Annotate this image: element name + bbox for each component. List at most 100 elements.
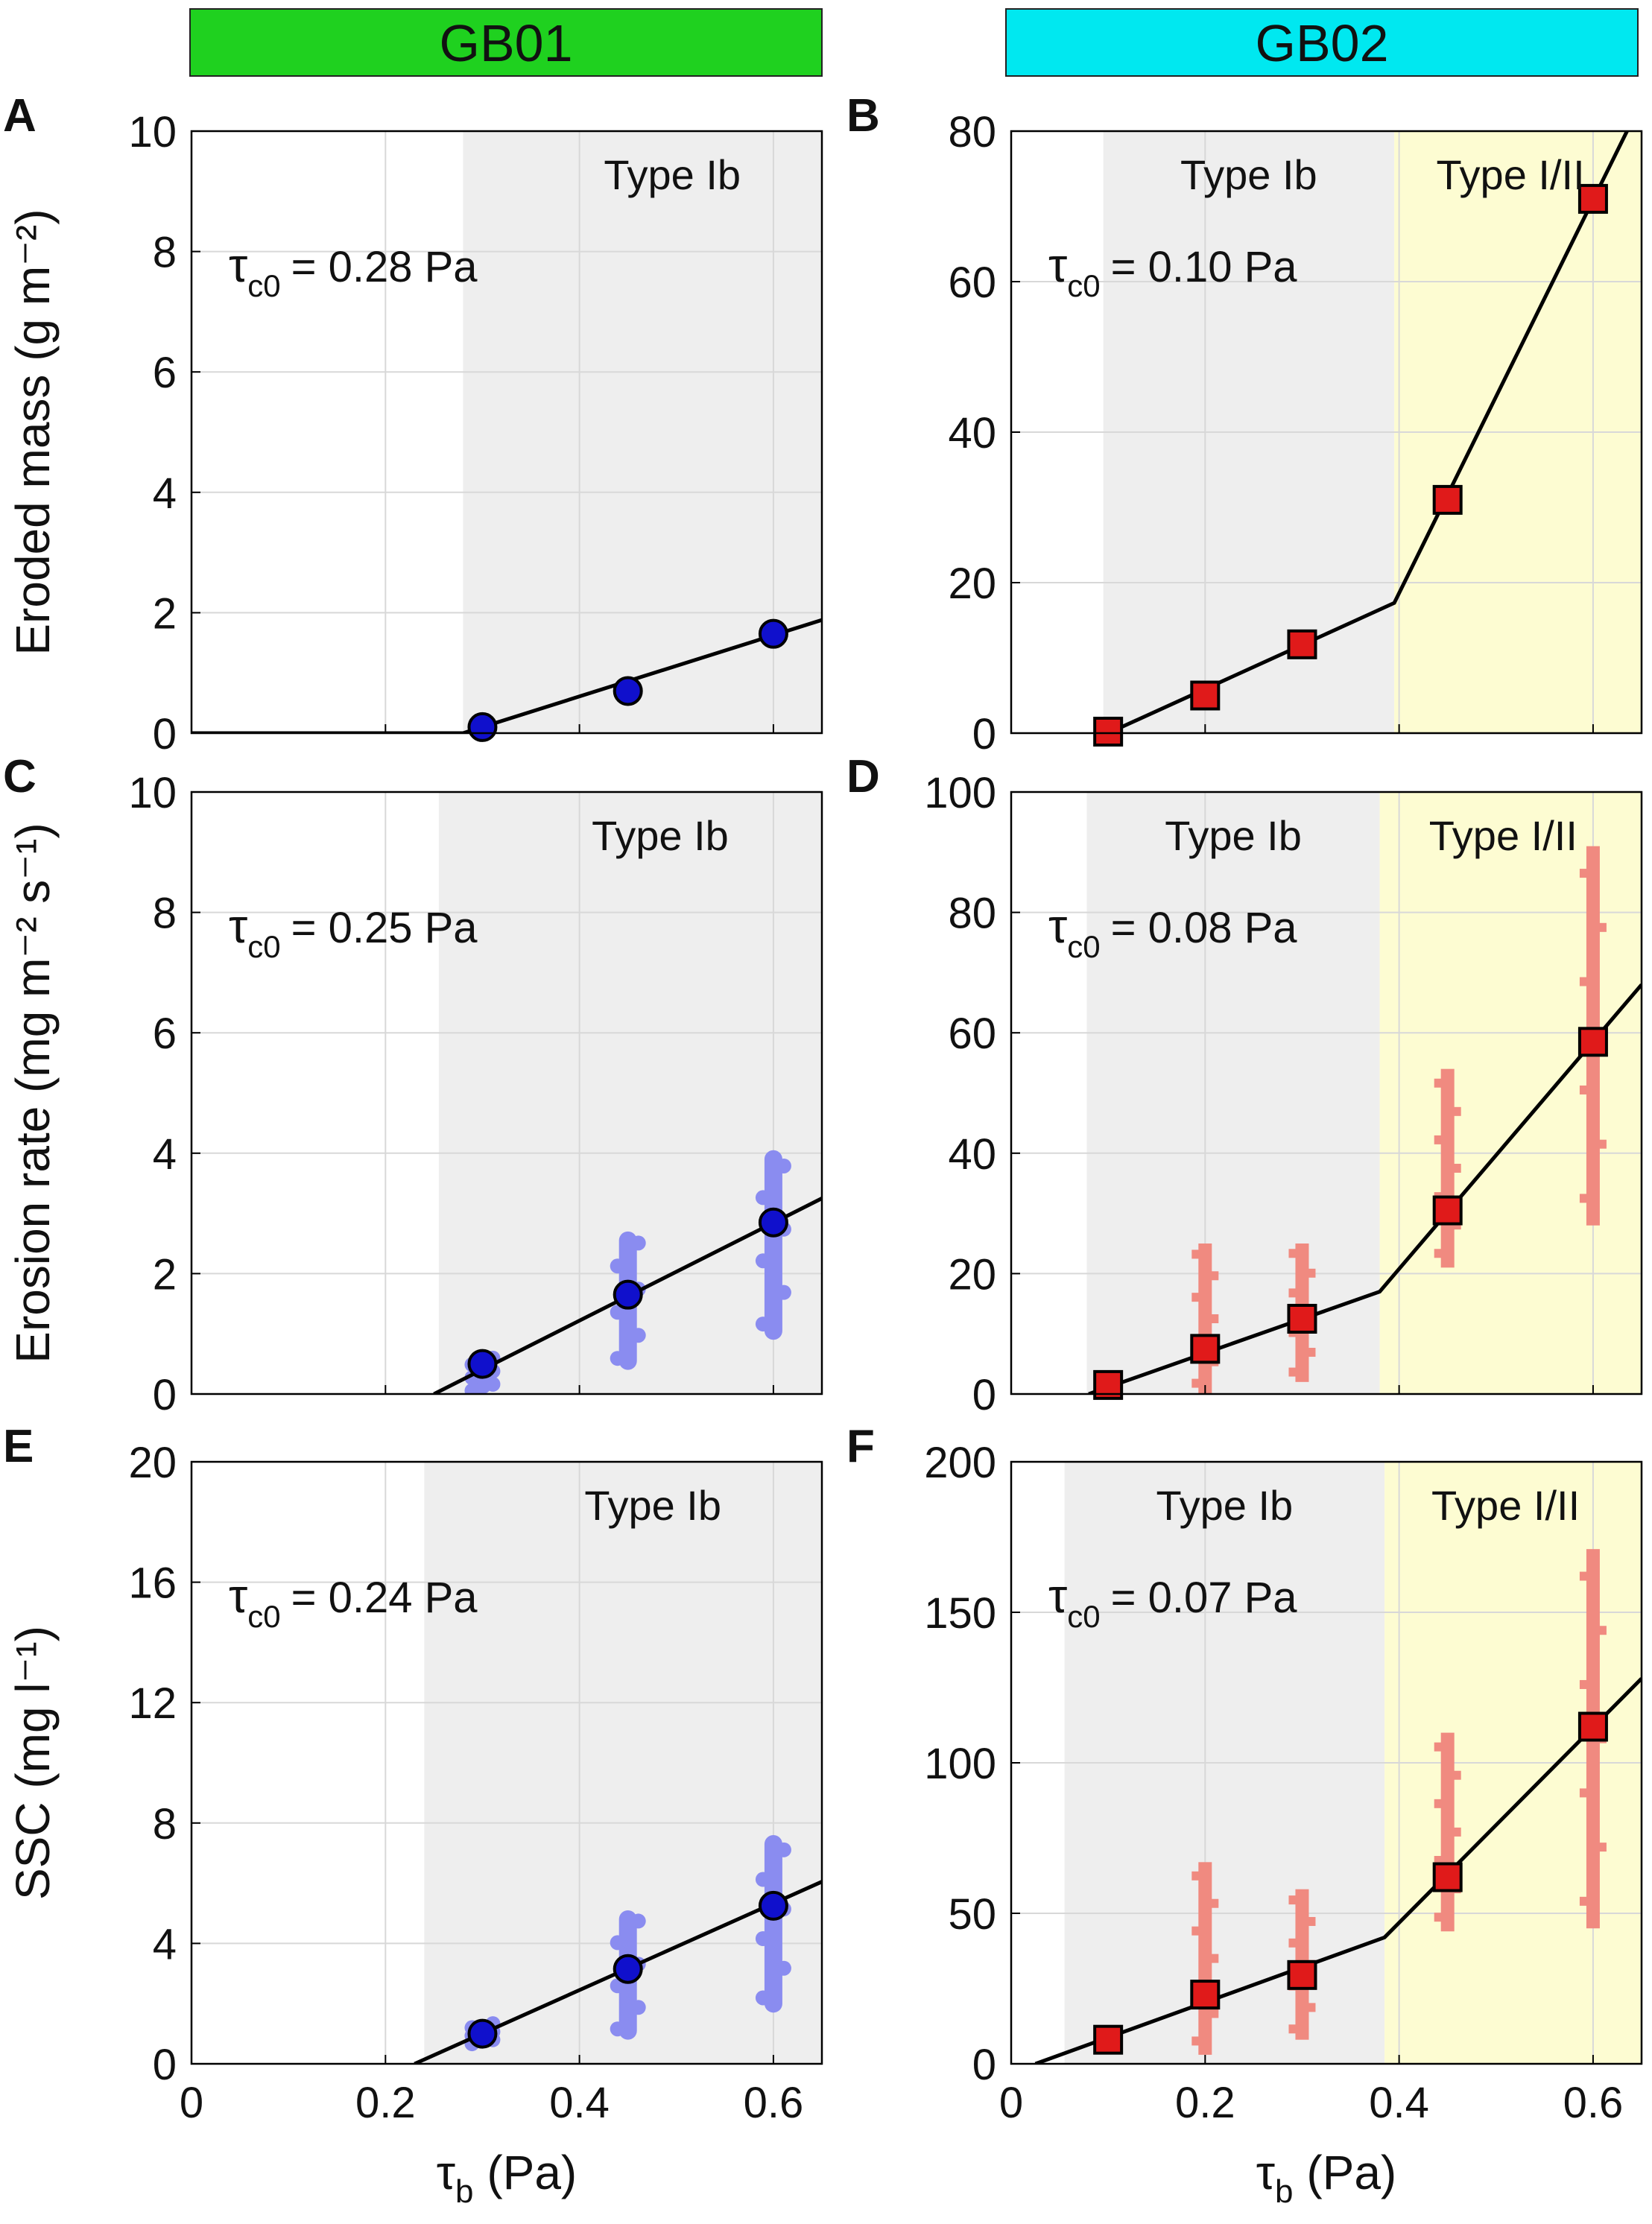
y-axis-label: Erosion rate (mg m⁻² s⁻¹) (6, 823, 60, 1363)
y-tick-label: 10 (128, 769, 177, 817)
y-tick-label: 20 (948, 560, 996, 608)
x-axis-label: τb (Pa) (437, 2146, 577, 2210)
data-cloud-point (1579, 1194, 1589, 1203)
tau-value: = 0.25 Pa (291, 904, 478, 952)
data-cloud-point (1579, 869, 1589, 878)
plot-frame (190, 1460, 823, 2065)
data-cloud-point (1597, 1843, 1607, 1852)
y-tick-label: 0 (153, 2041, 177, 2089)
y-tick-label: 4 (153, 1130, 177, 1179)
data-cloud-point (610, 1351, 625, 1366)
data-cloud-point (464, 1383, 480, 1394)
x-tick-label: 0.4 (1369, 2079, 1429, 2127)
header-gb02-label: GB02 (1256, 14, 1389, 72)
data-cloud-point (1434, 1135, 1443, 1144)
y-tick-label: 8 (153, 890, 177, 938)
panel-c: 0 2 4 6 8 10 Erosion rate (mg m⁻² s⁻¹) C Type Ib… (3, 751, 823, 1419)
data-point (1093, 716, 1124, 747)
panel-b: 0 20 40 60 80 B Type Ib Type I/II τc0 = 0.10 Pa (846, 90, 1643, 758)
data-point (758, 1207, 788, 1238)
data-cloud-point (1579, 1085, 1589, 1094)
y-tick-label: 60 (948, 1010, 996, 1058)
tau-subscript: c0 (247, 1599, 280, 1634)
region-label: Type I/II (1436, 151, 1584, 198)
plot-frame (190, 791, 823, 1395)
y-tick-label: 6 (153, 1010, 177, 1058)
data-cloud-point (1452, 1164, 1461, 1173)
x-axis-label-symbol: τ (1256, 2146, 1275, 2199)
data-point (1287, 1960, 1317, 1990)
region-label: Type Ib (1165, 812, 1302, 859)
data-cloud-point (1434, 1742, 1443, 1752)
panel-d: 0 20 40 60 80 100 D Type Ib Type I/II τc0 = 0.08 P… (846, 751, 1643, 1419)
y-axis-label: Eroded mass (g m⁻²) (6, 209, 60, 655)
x-tick-label: 0 (999, 2079, 1023, 2127)
data-cloud (764, 1150, 782, 1340)
region-label: Type Ib (1156, 1482, 1294, 1529)
x-tick-label: 0.2 (1175, 2079, 1235, 2127)
y-tick-label: 0 (153, 710, 177, 758)
data-cloud-point (1306, 1268, 1316, 1278)
tau-symbol: τ (1048, 899, 1067, 953)
tau-value: = 0.10 Pa (1111, 243, 1298, 291)
y-tick-label: 40 (948, 409, 996, 457)
data-cloud-point (1452, 1827, 1461, 1837)
data-cloud-point (485, 1376, 501, 1392)
data-point (1577, 1711, 1608, 1742)
data-cloud-point (755, 1931, 770, 1947)
data-cloud-point (1597, 1626, 1607, 1635)
data-cloud-point (1288, 1367, 1298, 1377)
data-point (758, 1890, 788, 1921)
data-cloud-point (755, 1990, 770, 2006)
x-axis-label-sub: b (455, 2173, 473, 2210)
data-cloud-point (755, 1190, 770, 1206)
fit-line (192, 618, 822, 733)
panel-letter: A (3, 90, 37, 142)
data-point (467, 2018, 498, 2049)
region-type-i-ii (1379, 792, 1642, 1394)
data-point (613, 676, 643, 706)
data-point (1577, 183, 1608, 214)
panel-letter: E (3, 1421, 34, 1472)
data-point (613, 1279, 643, 1310)
region-label: Type I/II (1431, 1482, 1580, 1529)
data-cloud-point (755, 1872, 770, 1887)
tau-value: = 0.28 Pa (291, 243, 478, 291)
header-gb02: GB02 (1005, 8, 1639, 77)
data-cloud-point (1579, 1788, 1589, 1798)
x-axis-label: τb (Pa) (1256, 2146, 1396, 2210)
data-cloud-point (776, 1284, 791, 1300)
tau-annotation: τc0 = 0.08 Pa (1048, 899, 1297, 964)
y-tick-label: 60 (948, 259, 996, 307)
data-cloud-point (630, 2000, 646, 2015)
region-label: Type I/II (1429, 812, 1577, 859)
tau-symbol: τ (229, 238, 247, 292)
data-point (1432, 1195, 1463, 1226)
tau-subscript: c0 (247, 929, 280, 964)
y-tick-label: 16 (128, 1559, 177, 1608)
tau-value: = 0.07 Pa (1111, 1574, 1298, 1622)
y-tick-label: 50 (948, 1890, 996, 1939)
fit-line (1034, 1677, 1642, 2064)
x-axis-label-unit: (Pa) (474, 2146, 577, 2199)
data-cloud-point (1191, 1926, 1201, 1936)
y-tick-label: 2 (153, 1250, 177, 1299)
x-tick-label: 0.4 (549, 2079, 610, 2127)
data-cloud-point (1579, 977, 1589, 986)
tau-symbol: τ (229, 1569, 247, 1623)
data-cloud-point (1209, 1314, 1219, 1323)
data-point (758, 618, 788, 649)
data-point (1432, 1862, 1463, 1892)
y-tick-label: 0 (972, 2041, 996, 2089)
y-axis-label: SSC (mg l⁻¹) (6, 1626, 60, 1900)
data-point (1093, 2024, 1124, 2055)
tau-subscript: c0 (1067, 929, 1100, 964)
x-tick-label: 0.2 (355, 2079, 416, 2127)
data-cloud-point (1579, 1679, 1589, 1689)
data-cloud-point (776, 1960, 791, 1976)
data-cloud-point (1452, 1770, 1461, 1780)
panel-letter: D (846, 751, 880, 802)
data-cloud-point (1288, 1288, 1298, 1298)
